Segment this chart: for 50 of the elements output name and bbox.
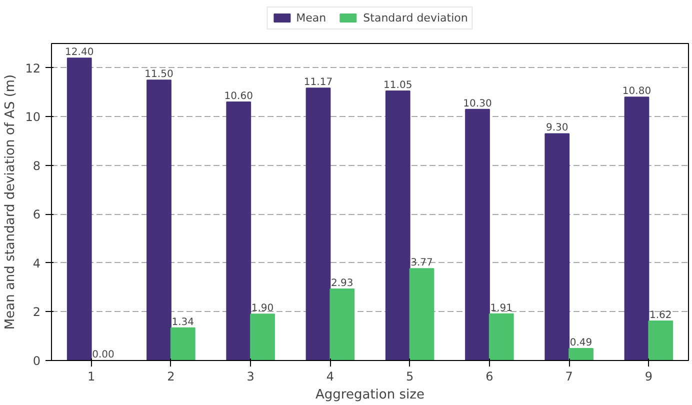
data-label: 0.49 <box>570 338 592 349</box>
y-tick-label: 0 <box>32 354 41 368</box>
bar <box>544 133 570 360</box>
x-tick-label: 7 <box>565 370 573 384</box>
x-tick-label: 1 <box>87 370 96 384</box>
y-tick-label: 4 <box>32 256 41 270</box>
data-label: 10.60 <box>224 91 253 102</box>
bar <box>465 108 490 360</box>
bar <box>226 102 252 360</box>
y-tick-label: 10 <box>25 110 41 124</box>
bar <box>488 313 514 360</box>
x-tick-label: 2 <box>167 370 175 384</box>
x-tick-label: 4 <box>326 370 334 384</box>
data-label: 12.40 <box>65 47 94 58</box>
bar <box>146 80 172 360</box>
x-tick-label: 6 <box>486 370 494 384</box>
bar <box>385 90 410 360</box>
legend-label: Mean <box>296 11 326 24</box>
data-label: 2.93 <box>331 278 354 290</box>
y-tick-label: 6 <box>32 208 41 222</box>
y-tick-label: 2 <box>32 305 41 320</box>
y-axis-title: Mean and standard deviation of AS (m) <box>3 74 18 330</box>
bar <box>170 327 196 360</box>
x-tick-label: 9 <box>644 370 653 384</box>
bar <box>306 88 331 360</box>
data-label: 9.30 <box>546 122 568 134</box>
bar <box>409 268 434 360</box>
data-label: 10.80 <box>622 86 652 98</box>
data-label: 0.00 <box>92 350 114 360</box>
y-tick-label: 12 <box>25 61 41 76</box>
data-label: 1.91 <box>490 302 513 314</box>
data-label: 11.50 <box>144 69 174 80</box>
data-label: 10.30 <box>463 98 492 110</box>
data-label: 11.05 <box>384 80 412 92</box>
bar <box>568 348 594 360</box>
bar <box>250 314 275 360</box>
data-label: 3.77 <box>410 258 433 269</box>
x-tick-label: 3 <box>246 370 254 384</box>
data-label: 1.62 <box>650 310 672 321</box>
x-axis-title: Aggregation size <box>316 388 424 402</box>
data-label: 1.90 <box>251 303 274 314</box>
legend-label: Standard deviation <box>363 11 468 24</box>
x-tick-label: 5 <box>406 370 414 384</box>
bar <box>624 96 650 360</box>
bar <box>330 288 355 360</box>
data-label: 11.17 <box>304 77 333 88</box>
bar <box>648 320 674 360</box>
data-label: 1.34 <box>172 316 194 328</box>
bar <box>66 58 92 360</box>
y-tick-label: 8 <box>32 158 41 173</box>
